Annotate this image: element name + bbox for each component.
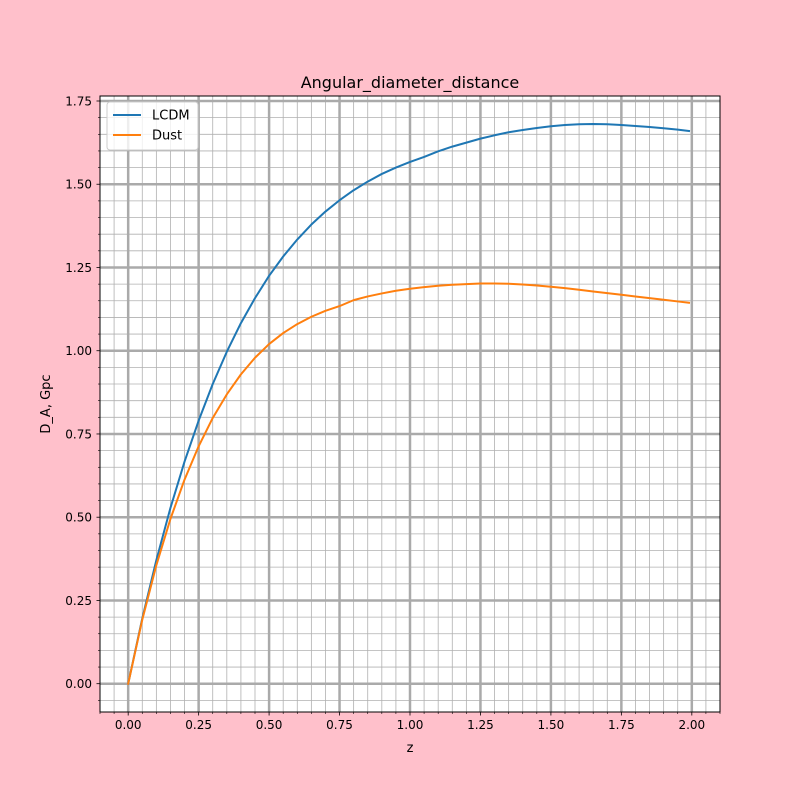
legend: LCDM Dust bbox=[106, 101, 199, 151]
x-tick-label: 1.25 bbox=[467, 718, 494, 732]
series-layer bbox=[126, 122, 691, 685]
y-tick-label: 0.25 bbox=[65, 594, 92, 608]
y-tick-label: 1.75 bbox=[65, 94, 92, 108]
x-tick-label: 0.25 bbox=[185, 718, 212, 732]
y-tick-label: 0.75 bbox=[65, 427, 92, 441]
series-line-dust bbox=[126, 282, 691, 685]
minor-grid bbox=[99, 96, 721, 712]
tick-labels: 0.00 0.25 0.50 0.75 1.00 1.25 1.50 1.75 2.00 0.00… bbox=[65, 94, 705, 732]
ticks bbox=[96, 100, 721, 716]
x-tick-label: 0.75 bbox=[326, 718, 353, 732]
legend-label-dust: Dust bbox=[152, 129, 182, 144]
x-tick-label: 1.50 bbox=[538, 718, 565, 732]
chart-title: Angular_diameter_distance bbox=[301, 73, 520, 93]
y-tick-label: 0.00 bbox=[65, 677, 92, 691]
y-tick-label: 1.50 bbox=[65, 178, 92, 192]
x-tick-label: 1.00 bbox=[397, 718, 424, 732]
x-tick-label: 0.50 bbox=[256, 718, 283, 732]
x-tick-label: 0.00 bbox=[115, 718, 142, 732]
x-tick-label: 2.00 bbox=[678, 718, 705, 732]
y-axis-label: D_A, Gpc bbox=[39, 374, 54, 433]
legend-label-lcdm: LCDM bbox=[152, 109, 190, 124]
major-grid bbox=[100, 96, 720, 712]
series-line-lcdm bbox=[126, 122, 691, 685]
x-axis-label: z bbox=[407, 741, 414, 756]
x-tick-label: 1.75 bbox=[608, 718, 635, 732]
y-tick-label: 1.25 bbox=[65, 261, 92, 275]
y-tick-label: 0.50 bbox=[65, 511, 92, 525]
y-tick-label: 1.00 bbox=[65, 344, 92, 358]
